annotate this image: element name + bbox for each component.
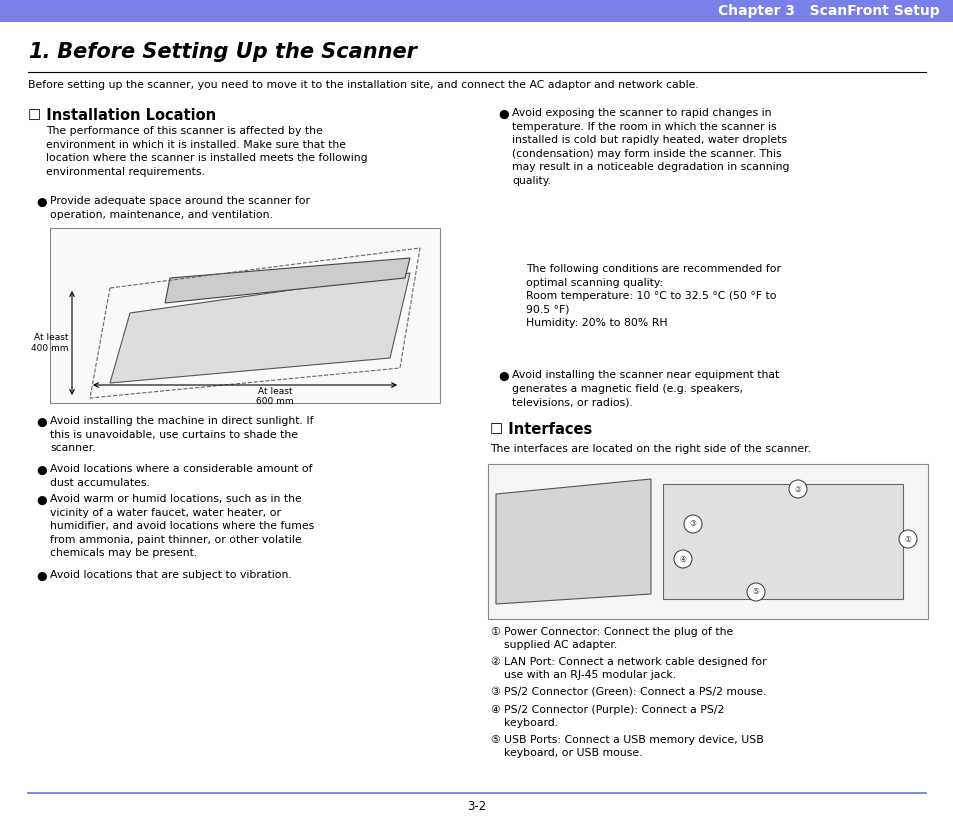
Bar xyxy=(662,484,902,599)
Text: The performance of this scanner is affected by the
environment in which it is in: The performance of this scanner is affec… xyxy=(46,126,367,177)
Text: ☐ Interfaces: ☐ Interfaces xyxy=(490,422,592,437)
Text: USB Ports: Connect a USB memory device, USB
keyboard, or USB mouse.: USB Ports: Connect a USB memory device, … xyxy=(503,735,763,758)
Text: ⑤: ⑤ xyxy=(752,587,759,596)
Text: Avoid warm or humid locations, such as in the
vicinity of a water faucet, water : Avoid warm or humid locations, such as i… xyxy=(50,494,314,559)
Text: Avoid exposing the scanner to rapid changes in
temperature. If the room in which: Avoid exposing the scanner to rapid chan… xyxy=(512,108,789,186)
Circle shape xyxy=(898,530,916,548)
Circle shape xyxy=(673,550,691,568)
Text: ②: ② xyxy=(794,484,801,493)
Text: Provide adequate space around the scanner for
operation, maintenance, and ventil: Provide adequate space around the scanne… xyxy=(50,196,310,219)
Text: ☐ Installation Location: ☐ Installation Location xyxy=(28,108,216,123)
Text: ●: ● xyxy=(497,108,508,121)
Text: Chapter 3   ScanFront Setup: Chapter 3 ScanFront Setup xyxy=(718,4,939,18)
Text: PS/2 Connector (Green): Connect a PS/2 mouse.: PS/2 Connector (Green): Connect a PS/2 m… xyxy=(503,687,765,697)
Text: Avoid installing the machine in direct sunlight. If
this is unavoidable, use cur: Avoid installing the machine in direct s… xyxy=(50,416,314,453)
Text: Power Connector: Connect the plug of the
supplied AC adapter.: Power Connector: Connect the plug of the… xyxy=(503,627,733,650)
Polygon shape xyxy=(165,258,410,303)
Text: The following conditions are recommended for
optimal scanning quality:
Room temp: The following conditions are recommended… xyxy=(525,264,781,328)
Polygon shape xyxy=(496,479,650,604)
Bar xyxy=(488,464,927,619)
Text: LAN Port: Connect a network cable designed for
use with an RJ-45 modular jack.: LAN Port: Connect a network cable design… xyxy=(503,657,766,681)
Text: ●: ● xyxy=(36,494,47,507)
Bar xyxy=(0,0,953,22)
Text: ●: ● xyxy=(497,370,508,383)
Circle shape xyxy=(683,515,701,533)
Bar xyxy=(50,228,439,403)
Text: ①: ① xyxy=(903,534,910,543)
Text: Avoid installing the scanner near equipment that
generates a magnetic field (e.g: Avoid installing the scanner near equipm… xyxy=(512,370,779,407)
Text: ●: ● xyxy=(36,416,47,429)
Text: ●: ● xyxy=(36,464,47,477)
Polygon shape xyxy=(110,273,410,383)
Text: PS/2 Connector (Purple): Connect a PS/2
keyboard.: PS/2 Connector (Purple): Connect a PS/2 … xyxy=(503,705,723,728)
Text: 1.: 1. xyxy=(28,42,51,62)
Text: ⑤: ⑤ xyxy=(490,735,499,745)
Text: ●: ● xyxy=(36,570,47,583)
Text: ①: ① xyxy=(490,627,499,637)
Text: Before setting up the scanner, you need to move it to the installation site, and: Before setting up the scanner, you need … xyxy=(28,80,698,90)
Text: ●: ● xyxy=(36,196,47,209)
Text: 3-2: 3-2 xyxy=(467,799,486,812)
Text: ④: ④ xyxy=(679,555,686,564)
Text: ③: ③ xyxy=(490,687,499,697)
Text: At least
600 mm: At least 600 mm xyxy=(256,387,294,407)
Text: The interfaces are located on the right side of the scanner.: The interfaces are located on the right … xyxy=(490,444,810,454)
Text: At least
400 mm: At least 400 mm xyxy=(31,333,69,353)
Text: Before Setting Up the Scanner: Before Setting Up the Scanner xyxy=(50,42,416,62)
Text: ②: ② xyxy=(490,657,499,667)
Text: Avoid locations that are subject to vibration.: Avoid locations that are subject to vibr… xyxy=(50,570,292,580)
Text: ③: ③ xyxy=(689,519,696,528)
Text: Avoid locations where a considerable amount of
dust accumulates.: Avoid locations where a considerable amo… xyxy=(50,464,313,488)
Circle shape xyxy=(788,480,806,498)
Circle shape xyxy=(746,583,764,601)
Text: ④: ④ xyxy=(490,705,499,715)
